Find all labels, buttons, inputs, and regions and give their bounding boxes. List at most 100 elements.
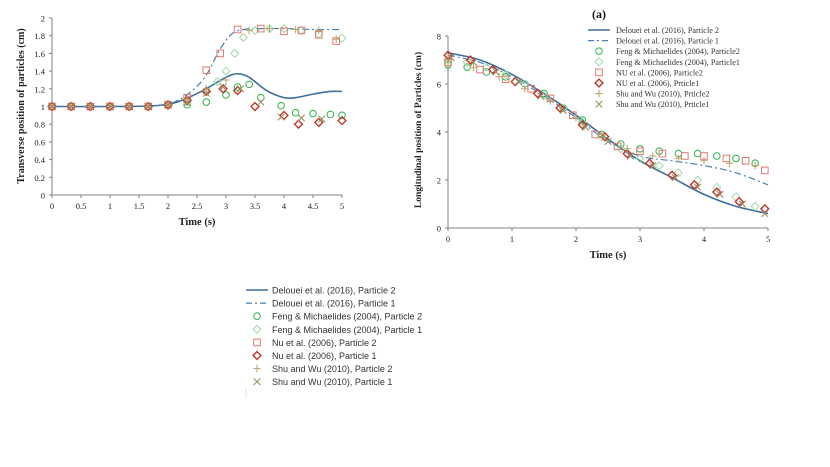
data-point-nu2 xyxy=(280,27,288,36)
x-tick-label: 5 xyxy=(766,234,770,244)
data-point-nu1 xyxy=(163,99,173,110)
data-point-shu2 xyxy=(265,24,274,33)
data-point-shu1 xyxy=(693,183,702,191)
legend-label: Shu and Wu (2010), Prticle1 xyxy=(616,100,709,109)
legend-swatch xyxy=(595,68,603,77)
series-line-del2 xyxy=(51,72,343,108)
data-point-nu1 xyxy=(487,64,498,75)
y-tick-label: 1.4 xyxy=(34,67,45,77)
data-point-shu2 xyxy=(315,26,323,35)
x-tick-label: 4 xyxy=(702,234,707,244)
data-point-feng2 xyxy=(233,83,242,91)
data-point-shu1 xyxy=(537,92,545,100)
legend-swatch xyxy=(253,364,261,373)
data-point-shu1 xyxy=(761,209,769,218)
y-tick-label: 1 xyxy=(41,102,45,112)
data-point-nu1 xyxy=(143,101,154,112)
data-point-feng1 xyxy=(279,24,289,34)
data-point-nu1 xyxy=(279,110,289,121)
y-tick-label: 0.6 xyxy=(34,137,45,147)
y-tick-label: 1.8 xyxy=(34,31,45,41)
data-point-shu1 xyxy=(277,113,285,121)
y-tick-label: 2 xyxy=(41,14,45,24)
x-tick-label: 1.5 xyxy=(134,201,145,211)
data-point-shu1 xyxy=(164,101,172,109)
data-point-shu1 xyxy=(649,161,657,170)
data-point-feng2 xyxy=(338,111,346,120)
data-point-nu1 xyxy=(293,119,304,130)
data-point-shu2 xyxy=(649,152,657,160)
data-point-feng1 xyxy=(673,168,684,178)
data-point-nu2 xyxy=(613,142,622,151)
legend-label: Feng & Michaelides (2004), Particle2 xyxy=(616,47,740,56)
x-tick-label: 2 xyxy=(166,201,170,211)
data-point-shu2 xyxy=(597,130,606,139)
legend-swatch xyxy=(594,78,604,88)
data-point-feng2 xyxy=(693,149,702,158)
data-point-shu2 xyxy=(725,159,734,167)
x-tick-label: 2 xyxy=(574,234,578,244)
legend-label: NU et al. (2006), Particle2 xyxy=(616,68,703,77)
data-point-shu1 xyxy=(86,102,94,111)
data-point-nu1 xyxy=(532,88,543,99)
data-point-feng2 xyxy=(501,73,510,81)
legend-swatch xyxy=(253,338,261,347)
x-tick-label: 4.5 xyxy=(308,201,319,211)
legend-label: Delouei et al. (2016), Particle 1 xyxy=(616,37,719,46)
data-point-feng1 xyxy=(212,77,222,87)
series-line-del2 xyxy=(447,52,769,215)
panel-label: (a) xyxy=(592,7,606,21)
right-x-label: Time (s) xyxy=(590,250,627,261)
data-point-feng2 xyxy=(257,93,265,102)
legend-swatch xyxy=(594,57,604,67)
left-y-label: Transverse position of particles (cm) xyxy=(16,28,27,183)
data-point-feng1 xyxy=(692,175,703,185)
data-point-nu1 xyxy=(555,103,565,113)
legend-swatch xyxy=(595,89,603,98)
legend-label: Feng & Michaelides (2004), Particle 2 xyxy=(272,312,422,322)
data-point-nu2 xyxy=(257,24,265,33)
legend-label: Nu et al. (2006), Particle 2 xyxy=(272,338,377,348)
data-point-shu1 xyxy=(604,137,612,146)
data-point-shu2 xyxy=(495,73,503,81)
data-point-nu1 xyxy=(465,55,476,65)
data-point-feng1 xyxy=(500,69,511,80)
right-x-ticks: 0 1 2 3 4 5 xyxy=(446,228,770,244)
y-tick-label: 1.6 xyxy=(34,49,45,59)
y-tick-label: 8 xyxy=(437,32,441,42)
data-point-feng1 xyxy=(558,103,568,113)
legend-swatch xyxy=(252,324,262,334)
data-point-nu1 xyxy=(337,115,347,126)
data-point-nu2 xyxy=(636,147,644,155)
x-tick-label: 3 xyxy=(638,234,642,244)
x-tick-label: 4 xyxy=(282,201,287,211)
left-y-ticks: 0 0.2 0.4 0.6 0.8 1 1.2 1.4 1.6 1.8 2 xyxy=(34,14,52,201)
legend-swatch xyxy=(252,350,262,361)
left-x-ticks: 0 0.5 1 1.5 2 2.5 3 3.5 4 4.5 5 xyxy=(50,195,344,211)
legend-swatch xyxy=(595,47,603,56)
data-point-shu2 xyxy=(751,161,759,170)
y-tick-label: 0.4 xyxy=(34,155,45,165)
y-tick-label: 2 xyxy=(437,176,441,186)
series-line-del1 xyxy=(447,54,769,186)
y-tick-label: 0.8 xyxy=(34,120,45,130)
data-point-shu1 xyxy=(67,102,75,111)
data-point-nu1 xyxy=(689,179,700,190)
data-point-shu1 xyxy=(447,53,455,62)
data-point-shu2 xyxy=(183,95,191,104)
series-line-del1 xyxy=(51,27,343,108)
data-point-feng2 xyxy=(309,109,317,118)
left-series xyxy=(47,24,347,130)
data-point-feng1 xyxy=(462,57,472,68)
x-tick-label: 1 xyxy=(510,234,514,244)
legend-label: Delouei et al. (2016), Particle 1 xyxy=(272,299,396,309)
y-tick-label: 1.2 xyxy=(34,84,45,94)
data-point-feng2 xyxy=(713,152,721,160)
data-point-shu1 xyxy=(492,68,500,76)
legend-label: Shu and Wu (2010), Prticle2 xyxy=(616,90,709,99)
y-tick-label: 0 xyxy=(437,224,441,234)
legend-swatch xyxy=(253,378,261,386)
data-point-feng1 xyxy=(337,33,347,43)
data-point-shu2 xyxy=(623,145,631,153)
legend-label: Nu et al. (2006), Particle 1 xyxy=(272,351,377,361)
